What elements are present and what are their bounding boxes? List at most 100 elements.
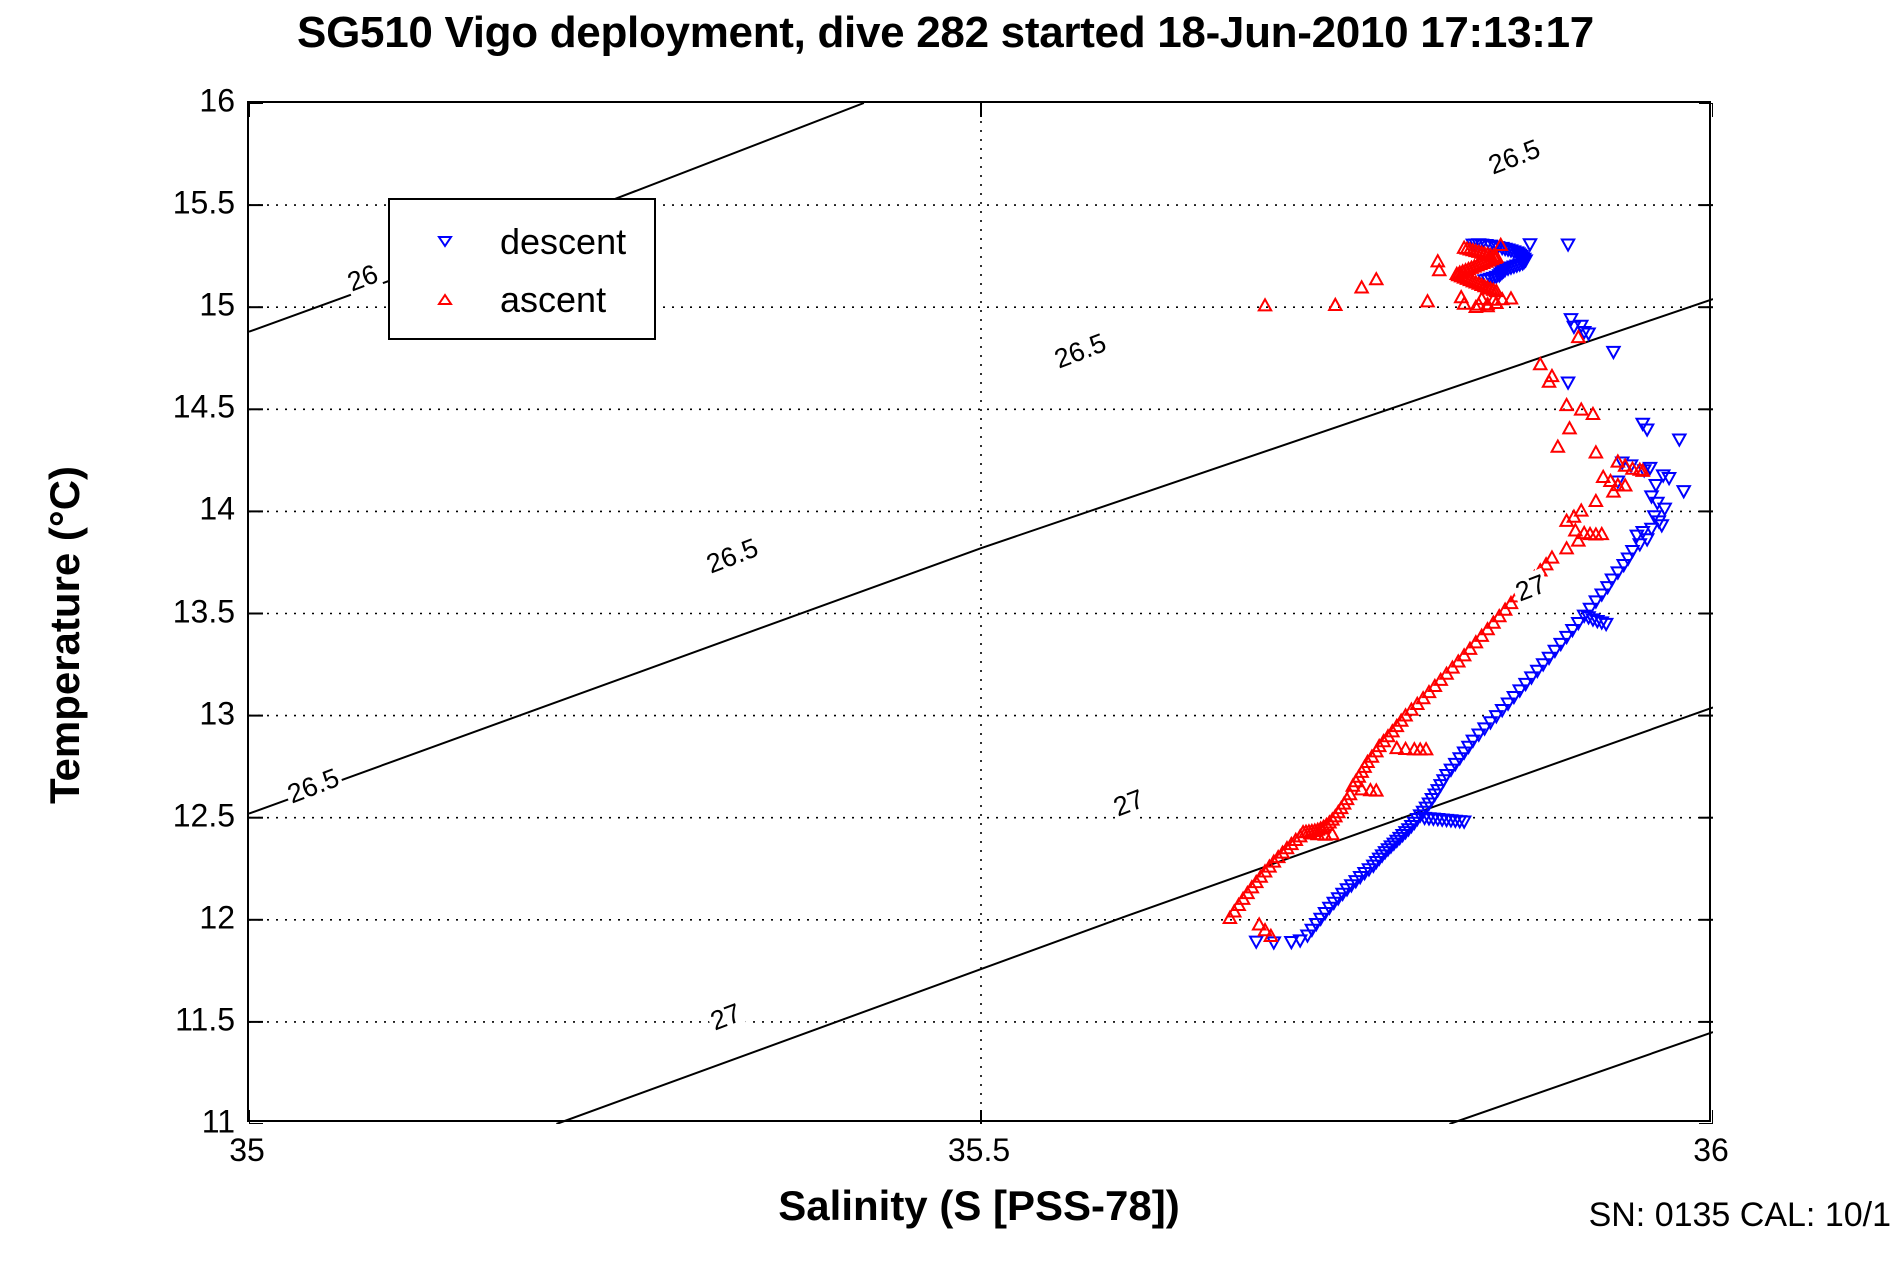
data-point-descent xyxy=(1653,519,1670,534)
data-point-ascent xyxy=(1573,502,1590,517)
data-point-descent xyxy=(1352,871,1369,886)
y-tick-label: 14.5 xyxy=(172,388,235,425)
ascent-triangle-icon xyxy=(437,292,453,305)
data-point-ascent xyxy=(1609,453,1626,468)
data-point-ascent xyxy=(1432,671,1449,686)
data-point-descent xyxy=(1564,623,1581,639)
data-point-ascent xyxy=(1419,293,1436,308)
data-point-ascent xyxy=(1470,296,1487,311)
y-tick-label: 13 xyxy=(199,695,235,732)
data-point-ascent xyxy=(1251,916,1268,931)
data-point-descent xyxy=(1639,423,1656,438)
data-point-ascent xyxy=(1438,665,1455,680)
data-point-ascent xyxy=(1235,890,1251,905)
descent-triangle-icon xyxy=(437,235,453,248)
data-point-ascent xyxy=(1573,401,1590,416)
data-point-ascent xyxy=(1321,814,1338,829)
data-point-ascent xyxy=(1595,468,1612,483)
data-point-descent xyxy=(1248,935,1265,950)
contour-line-sigma-27 xyxy=(556,706,1713,1124)
data-point-ascent xyxy=(1368,271,1385,286)
data-point-ascent xyxy=(1239,884,1256,900)
y-tick-label: 11.5 xyxy=(175,1001,235,1038)
data-point-ascent xyxy=(1587,492,1604,508)
legend-item-descent[interactable]: descent xyxy=(390,214,658,270)
data-point-descent xyxy=(1456,815,1473,830)
data-point-ascent xyxy=(1549,438,1566,453)
data-point-descent xyxy=(1631,538,1648,553)
data-point-ascent xyxy=(1602,472,1619,488)
y-tick-label: 11 xyxy=(201,1103,235,1140)
data-point-ascent xyxy=(1634,462,1651,477)
data-point-ascent xyxy=(1617,477,1634,492)
data-point-ascent xyxy=(1429,253,1446,268)
data-point-ascent xyxy=(1431,262,1448,277)
data-point-descent xyxy=(1675,485,1692,500)
y-tick-label: 13.5 xyxy=(172,593,235,629)
y-tick-label: 16 xyxy=(199,82,235,119)
data-point-descent xyxy=(1634,525,1651,541)
data-point-ascent xyxy=(1570,328,1587,344)
data-point-descent xyxy=(1522,238,1538,253)
page-title: SG510 Vigo deployment, dive 282 started … xyxy=(297,8,1594,57)
x-axis-label: Salinity (S [PSS-78]) xyxy=(778,1182,1180,1229)
data-point-ascent xyxy=(1388,717,1405,733)
data-point-descent xyxy=(1656,502,1673,517)
data-point-ascent xyxy=(1541,373,1557,388)
data-point-descent xyxy=(1361,863,1377,878)
data-point-descent xyxy=(1558,630,1575,646)
data-point-ascent xyxy=(1558,540,1575,555)
data-point-descent xyxy=(1343,879,1360,894)
axis-tick-marks xyxy=(249,103,1713,1124)
data-point-descent xyxy=(1598,617,1615,633)
y-tick-label: 15 xyxy=(199,286,235,323)
data-point-ascent xyxy=(1593,525,1610,541)
data-point-ascent xyxy=(1456,295,1473,310)
data-point-ascent xyxy=(1544,549,1560,564)
data-point-ascent xyxy=(1605,483,1622,498)
data-point-ascent xyxy=(1532,356,1549,371)
y-tick-label: 15.5 xyxy=(172,184,235,221)
data-point-ascent xyxy=(1257,922,1273,937)
data-point-ascent xyxy=(1538,556,1554,571)
data-point-ascent xyxy=(1492,236,1509,251)
data-point-descent xyxy=(1642,461,1658,477)
legend-label-ascent: ascent xyxy=(500,279,607,320)
data-point-ascent xyxy=(1456,647,1473,662)
data-point-descent xyxy=(1570,617,1587,632)
legend-item-ascent[interactable]: ascent xyxy=(390,272,658,328)
data-point-ascent xyxy=(1561,420,1578,435)
contour-line-sigma-26.5 xyxy=(249,298,1713,815)
data-point-descent xyxy=(1671,433,1688,448)
legend[interactable]: descent ascent xyxy=(388,198,656,340)
data-point-descent xyxy=(1339,883,1355,898)
data-point-descent xyxy=(1347,875,1364,890)
sensor-info-footer: SN: 0135 CAL: 10/1 xyxy=(1588,1196,1891,1234)
data-point-ascent xyxy=(1566,508,1582,523)
data-point-ascent xyxy=(1421,683,1437,699)
data-point-ascent xyxy=(1558,512,1575,527)
x-tick-label: 35.5 xyxy=(947,1132,1011,1168)
data-point-ascent xyxy=(1257,297,1273,312)
data-point-ascent xyxy=(1418,741,1434,756)
data-point-descent xyxy=(1356,866,1373,882)
y-axis-tick-labels: 11 11.5 12 12.5 13 13.5 14 14.5 15 15.5 16 xyxy=(60,83,235,1140)
data-point-ascent xyxy=(1485,614,1502,629)
data-point-ascent xyxy=(1467,634,1484,649)
descent-marker-icon xyxy=(390,232,500,253)
data-point-ascent xyxy=(1243,879,1260,894)
data-point-ascent xyxy=(1494,291,1511,306)
x-axis-tick-labels: 35 35.5 36 xyxy=(229,1132,1729,1176)
data-point-descent xyxy=(1560,376,1576,391)
data-point-descent xyxy=(1593,616,1610,631)
data-point-ascent xyxy=(1503,594,1519,610)
data-point-ascent xyxy=(1353,279,1370,294)
data-point-ascent xyxy=(1397,740,1414,755)
data-point-descent xyxy=(1265,936,1282,951)
scatter-series-descent xyxy=(1248,238,1692,951)
data-point-ascent xyxy=(1624,460,1641,475)
data-point-descent xyxy=(1580,327,1597,342)
data-point-descent xyxy=(1552,637,1569,653)
data-point-ascent xyxy=(1230,896,1247,911)
